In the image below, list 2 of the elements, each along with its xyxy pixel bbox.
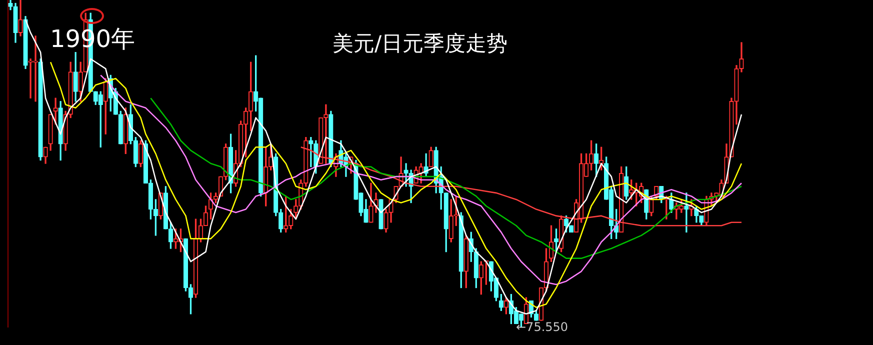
text: 美元/日元季度走势 bbox=[332, 31, 508, 56]
annotation: ←75.550 bbox=[516, 320, 568, 334]
